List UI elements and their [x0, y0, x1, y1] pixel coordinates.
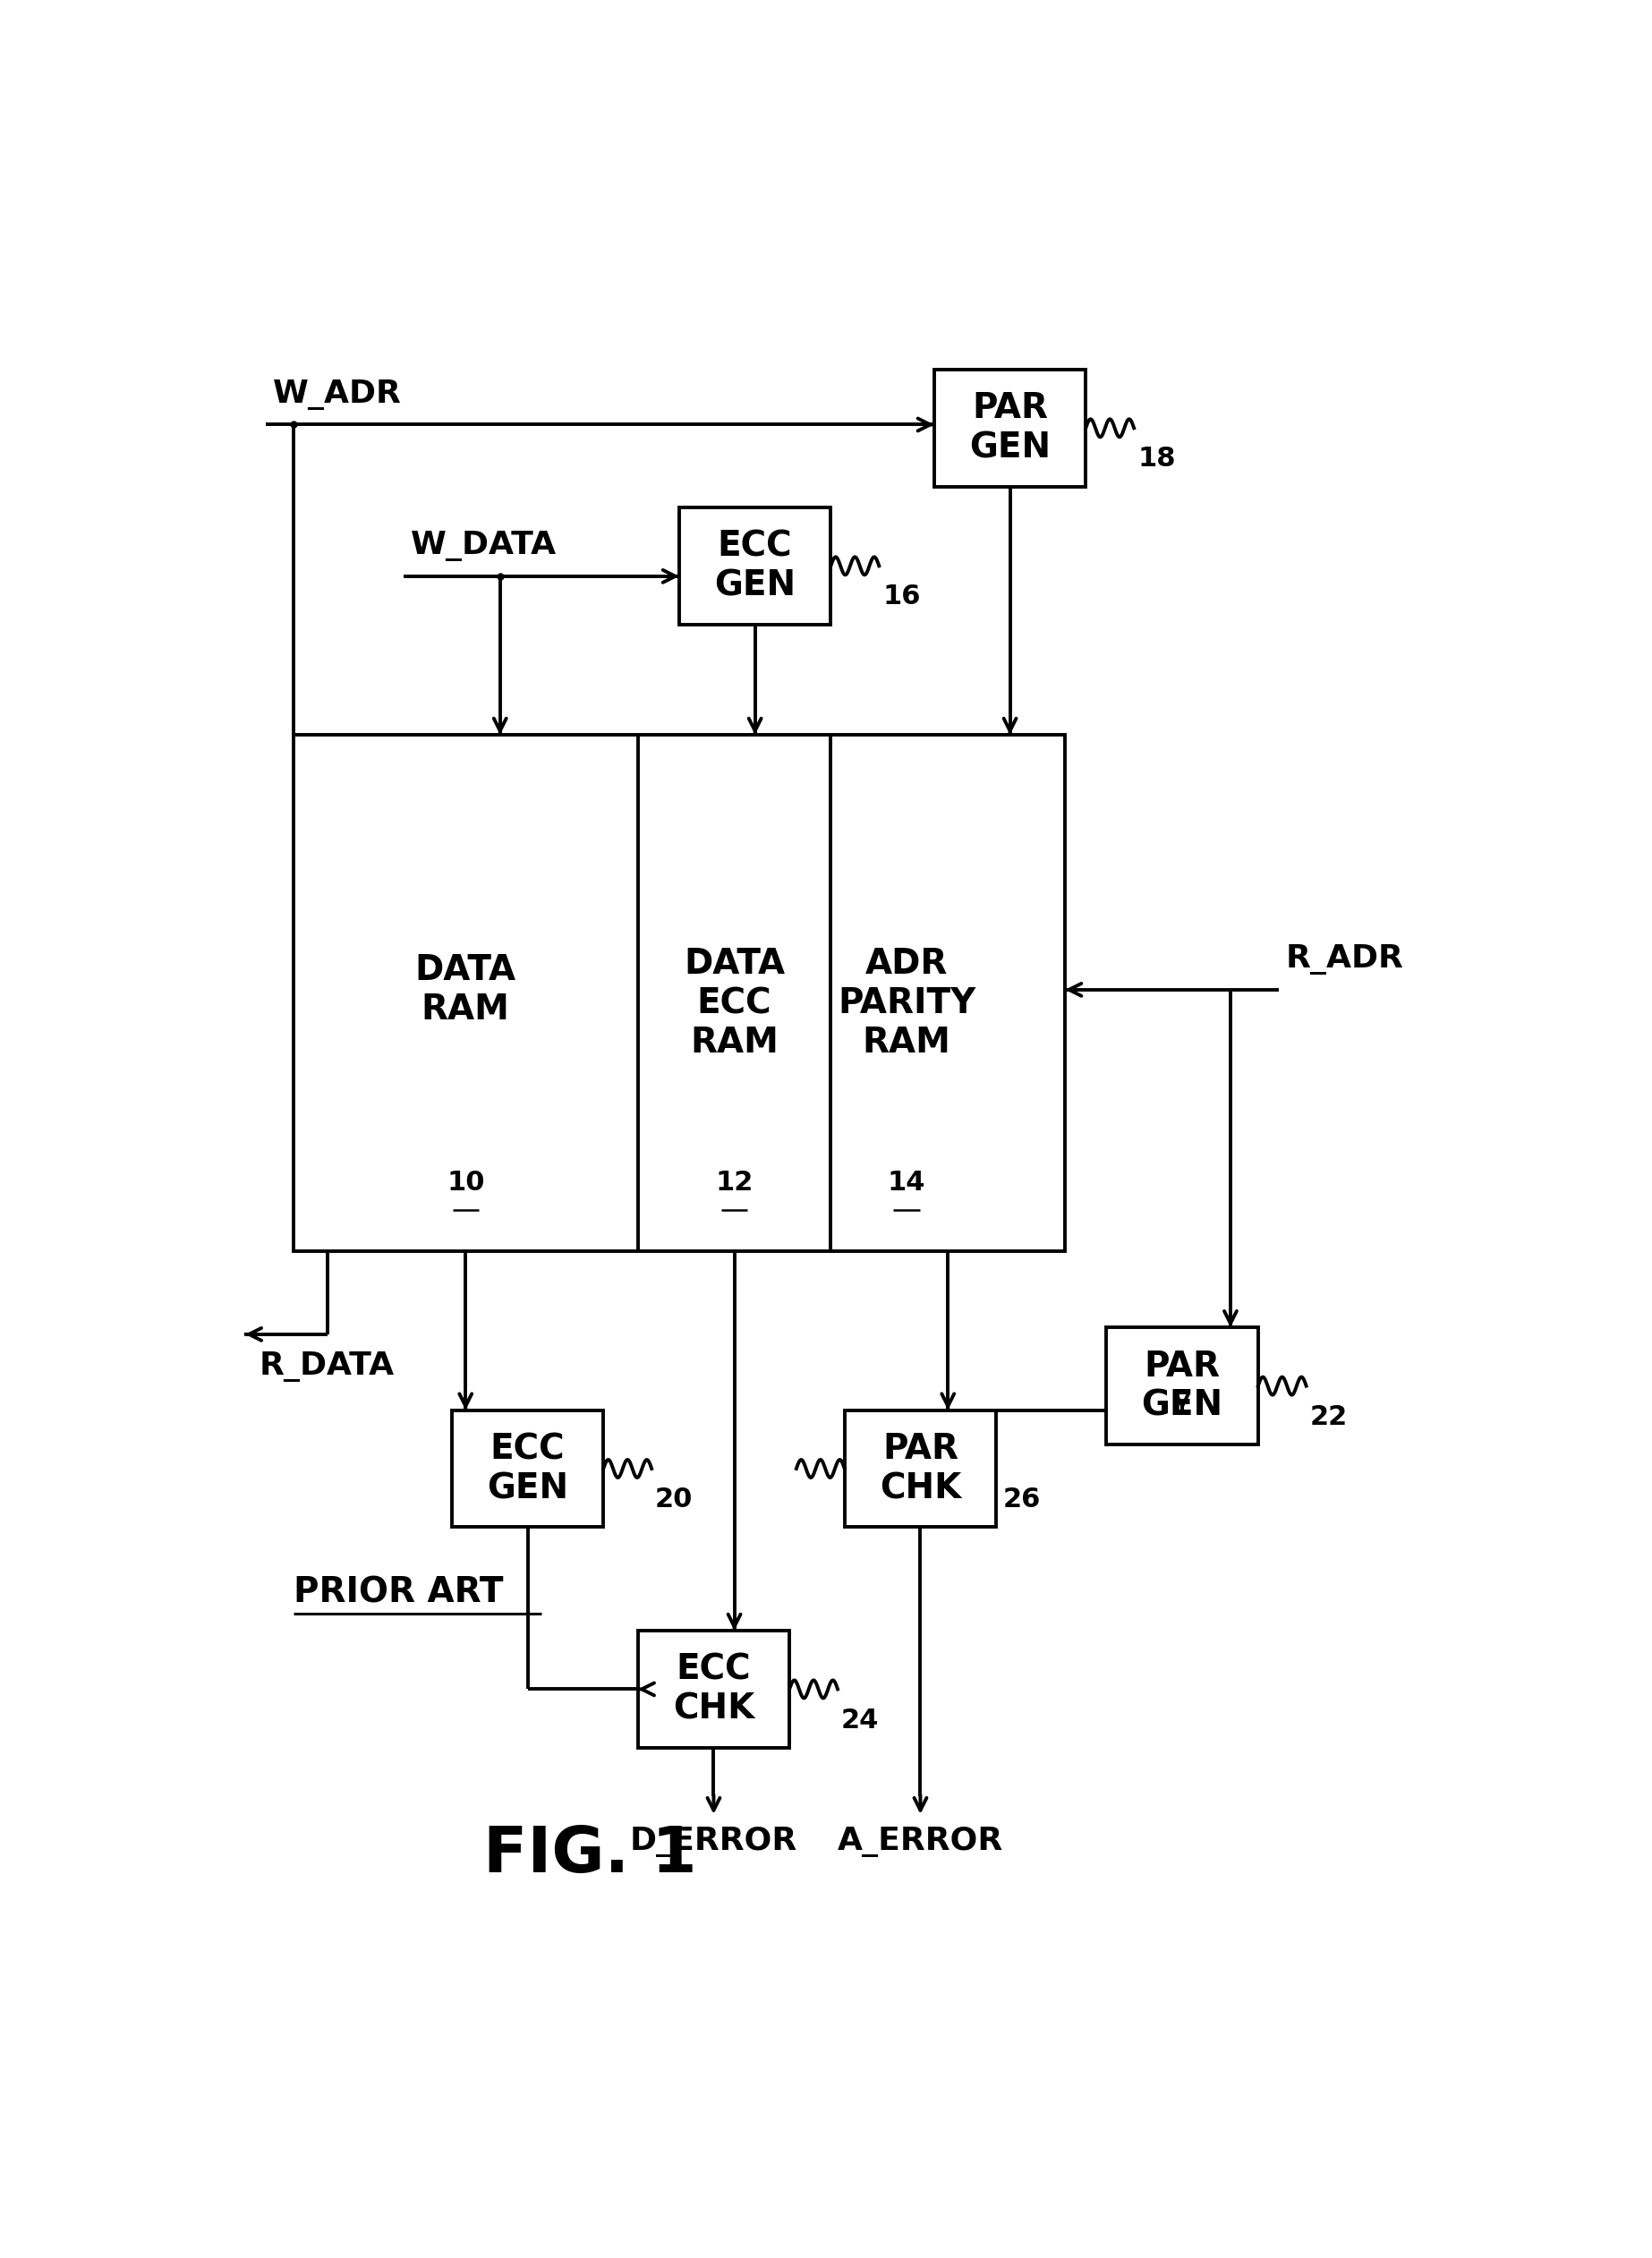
Text: W_ADR: W_ADR [273, 379, 401, 409]
Text: 18: 18 [1138, 447, 1176, 472]
Text: R_DATA: R_DATA [259, 1353, 395, 1382]
FancyBboxPatch shape [294, 734, 1066, 1251]
Text: 14: 14 [887, 1170, 925, 1197]
Text: 22: 22 [1310, 1404, 1348, 1429]
Text: 24: 24 [841, 1707, 879, 1734]
Text: ECC
GEN: ECC GEN [714, 528, 796, 603]
Text: DATA
RAM: DATA RAM [415, 953, 515, 1027]
Text: W_DATA: W_DATA [410, 531, 557, 560]
Text: A_ERROR: A_ERROR [838, 1827, 1003, 1858]
Text: PAR
CHK: PAR CHK [879, 1432, 961, 1506]
FancyBboxPatch shape [933, 370, 1085, 488]
Text: FIG. 1: FIG. 1 [482, 1824, 697, 1885]
Text: PAR
GEN: PAR GEN [1142, 1350, 1222, 1423]
Text: 10: 10 [446, 1170, 484, 1197]
Text: D_ERROR: D_ERROR [629, 1827, 798, 1858]
FancyBboxPatch shape [638, 1630, 790, 1748]
FancyBboxPatch shape [1107, 1328, 1259, 1445]
Text: DATA
ECC
RAM: DATA ECC RAM [684, 946, 785, 1059]
FancyBboxPatch shape [679, 508, 831, 625]
Text: ECC
GEN: ECC GEN [487, 1432, 568, 1506]
Text: 26: 26 [1003, 1486, 1041, 1513]
FancyBboxPatch shape [451, 1409, 603, 1526]
FancyBboxPatch shape [844, 1409, 996, 1526]
Text: R_ADR: R_ADR [1285, 944, 1404, 975]
Text: ECC
CHK: ECC CHK [672, 1653, 755, 1725]
Text: PAR
GEN: PAR GEN [970, 391, 1051, 465]
Text: 20: 20 [656, 1486, 692, 1513]
Text: 12: 12 [715, 1170, 753, 1197]
Text: 16: 16 [882, 585, 920, 610]
Text: PRIOR ART: PRIOR ART [294, 1576, 504, 1610]
Text: ADR
PARITY
RAM: ADR PARITY RAM [838, 946, 976, 1059]
